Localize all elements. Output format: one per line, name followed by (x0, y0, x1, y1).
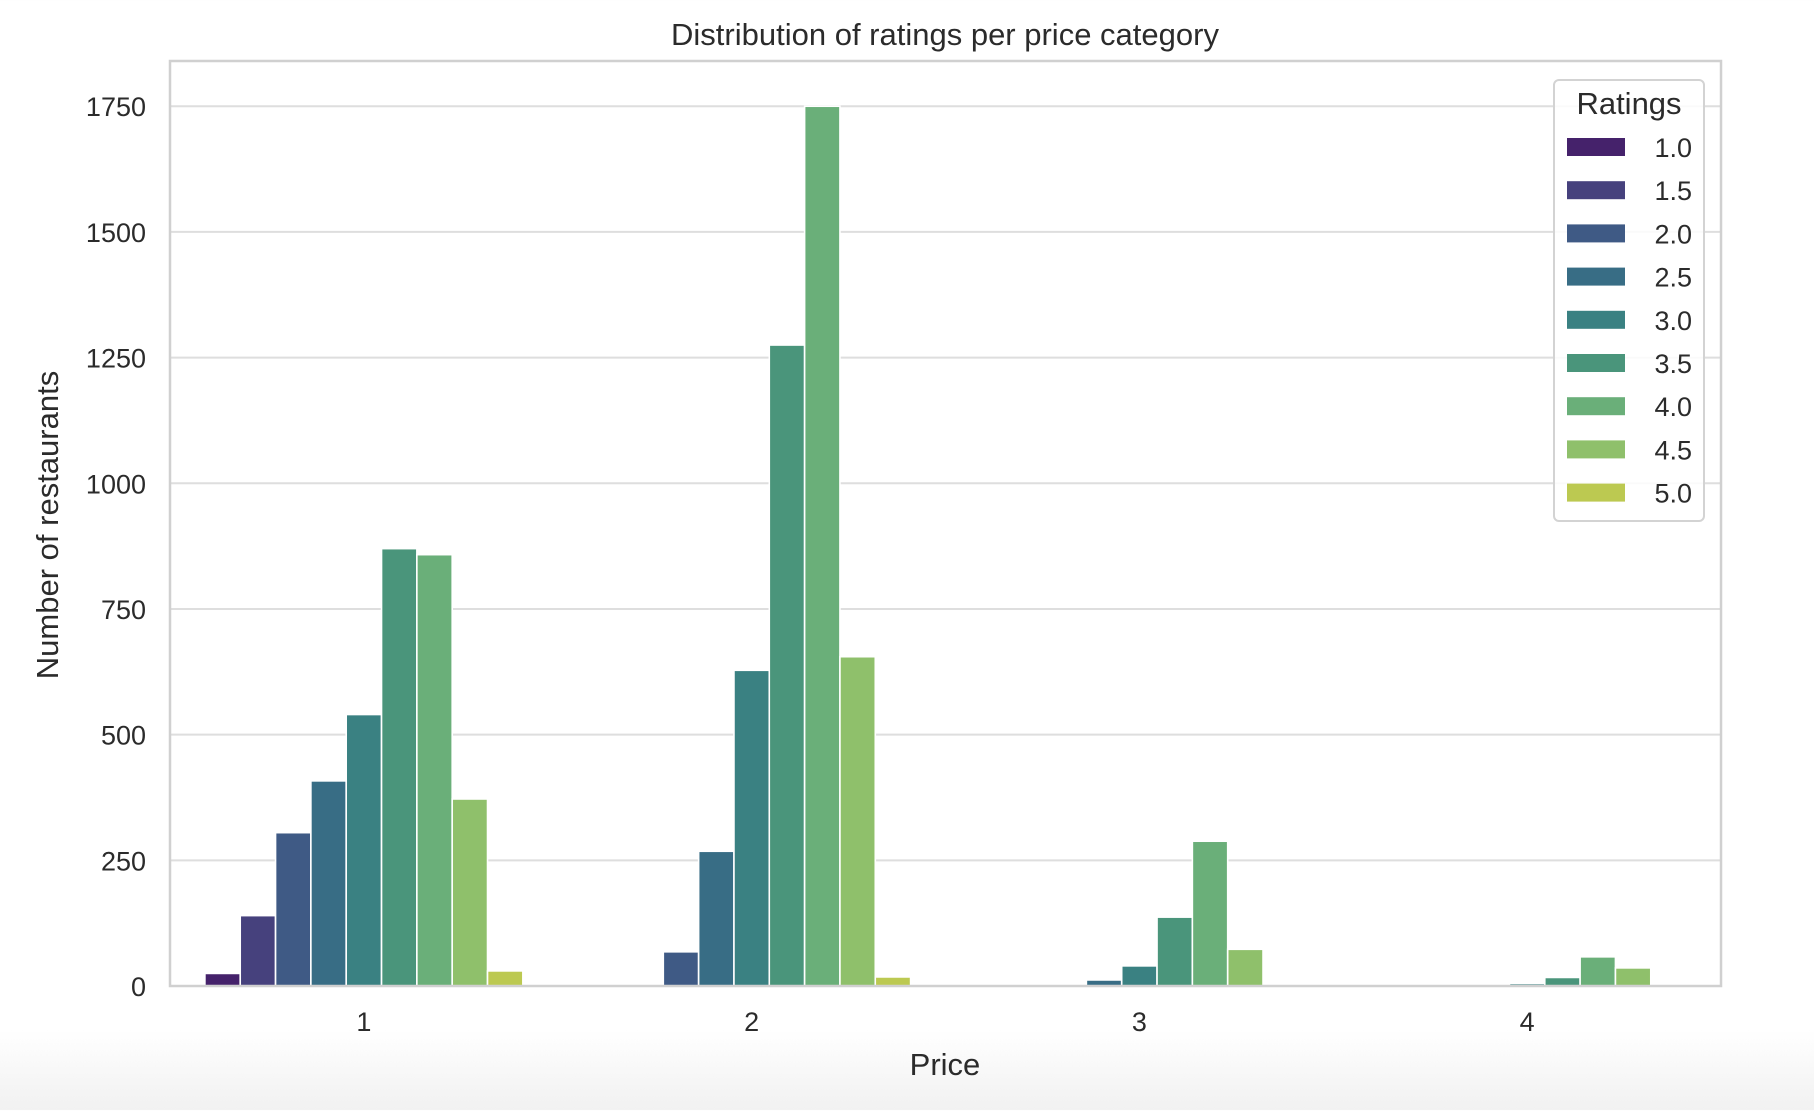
legend-label: 4.0 (1654, 392, 1692, 422)
legend-swatch (1567, 224, 1625, 243)
bar (239, 914, 277, 987)
bar (874, 976, 912, 987)
y-tick-label: 0 (131, 972, 146, 1002)
x-tick-label: 1 (356, 1007, 371, 1037)
legend-swatch (1567, 483, 1625, 502)
legend-item: 5.0 (1567, 479, 1692, 509)
legend-label: 1.0 (1654, 133, 1692, 163)
x-axis-ticks: 1 2 3 4 (356, 1007, 1534, 1037)
legend-label: 1.5 (1654, 176, 1692, 206)
bar (1226, 948, 1264, 987)
bar (662, 951, 700, 987)
bar (1614, 967, 1652, 987)
legend-item: 4.0 (1567, 392, 1692, 422)
y-tick-label: 250 (101, 846, 146, 876)
x-tick-label: 2 (744, 1007, 759, 1037)
y-axis-ticks: 0 250 500 750 1000 1250 1500 1750 (86, 92, 146, 1002)
bar (803, 105, 841, 987)
bar (416, 553, 453, 987)
y-tick-label: 500 (101, 721, 146, 751)
y-axis-title: Number of restaurants (30, 371, 65, 679)
y-tick-label: 1500 (86, 218, 146, 248)
y-tick-label: 750 (101, 595, 146, 625)
legend-swatch (1567, 267, 1625, 286)
legend-label: 4.5 (1654, 435, 1692, 465)
legend-title: Ratings (1576, 86, 1681, 121)
bar (274, 831, 312, 987)
bar (1543, 976, 1581, 987)
legend-item: 2.0 (1567, 219, 1692, 249)
legend-label: 2.5 (1654, 263, 1692, 293)
legend-item: 2.5 (1567, 263, 1692, 293)
legend-swatch (1567, 138, 1625, 156)
legend-swatch (1567, 181, 1625, 200)
bar (486, 970, 524, 987)
legend-swatch (1567, 354, 1625, 372)
y-tick-label: 1250 (86, 344, 146, 374)
bar (1156, 916, 1194, 987)
bar (839, 655, 877, 987)
legend-label: 2.0 (1654, 219, 1692, 249)
bar (204, 972, 242, 987)
bar (697, 850, 735, 987)
legend-item: 3.0 (1567, 306, 1692, 336)
y-tick-label: 1000 (86, 469, 146, 499)
legend: Ratings 1.0 1.5 2.0 2.5 3.0 3.5 4.0 4.5 5.0 (1553, 79, 1705, 522)
bar (380, 547, 418, 987)
legend-items: 1.0 1.5 2.0 2.5 3.0 3.5 4.0 4.5 5.0 (1567, 133, 1692, 509)
legend-item: 4.5 (1567, 435, 1692, 465)
legend-swatch (1567, 310, 1625, 329)
bar (768, 344, 806, 987)
bar (1191, 840, 1229, 987)
bar (310, 780, 348, 987)
bar (451, 798, 489, 987)
y-tick-label: 1750 (86, 92, 146, 122)
legend-label: 5.0 (1654, 479, 1692, 509)
legend-swatch (1567, 440, 1625, 459)
bar (345, 713, 383, 987)
legend-label: 3.5 (1654, 349, 1692, 379)
legend-swatch (1567, 397, 1625, 416)
bar (1579, 956, 1617, 987)
chart-title: Distribution of ratings per price catego… (671, 17, 1219, 52)
legend-item: 1.5 (1567, 176, 1692, 206)
x-tick-label: 3 (1132, 1007, 1147, 1037)
plot-frame (168, 59, 1723, 988)
x-axis-title: Price (910, 1047, 981, 1082)
bar (1120, 965, 1158, 987)
legend-item: 1.0 (1567, 133, 1692, 163)
bar (733, 669, 771, 987)
legend-item: 3.5 (1567, 349, 1692, 379)
legend-label: 3.0 (1654, 306, 1692, 336)
bars (204, 105, 1652, 987)
x-tick-label: 4 (1520, 1007, 1535, 1037)
